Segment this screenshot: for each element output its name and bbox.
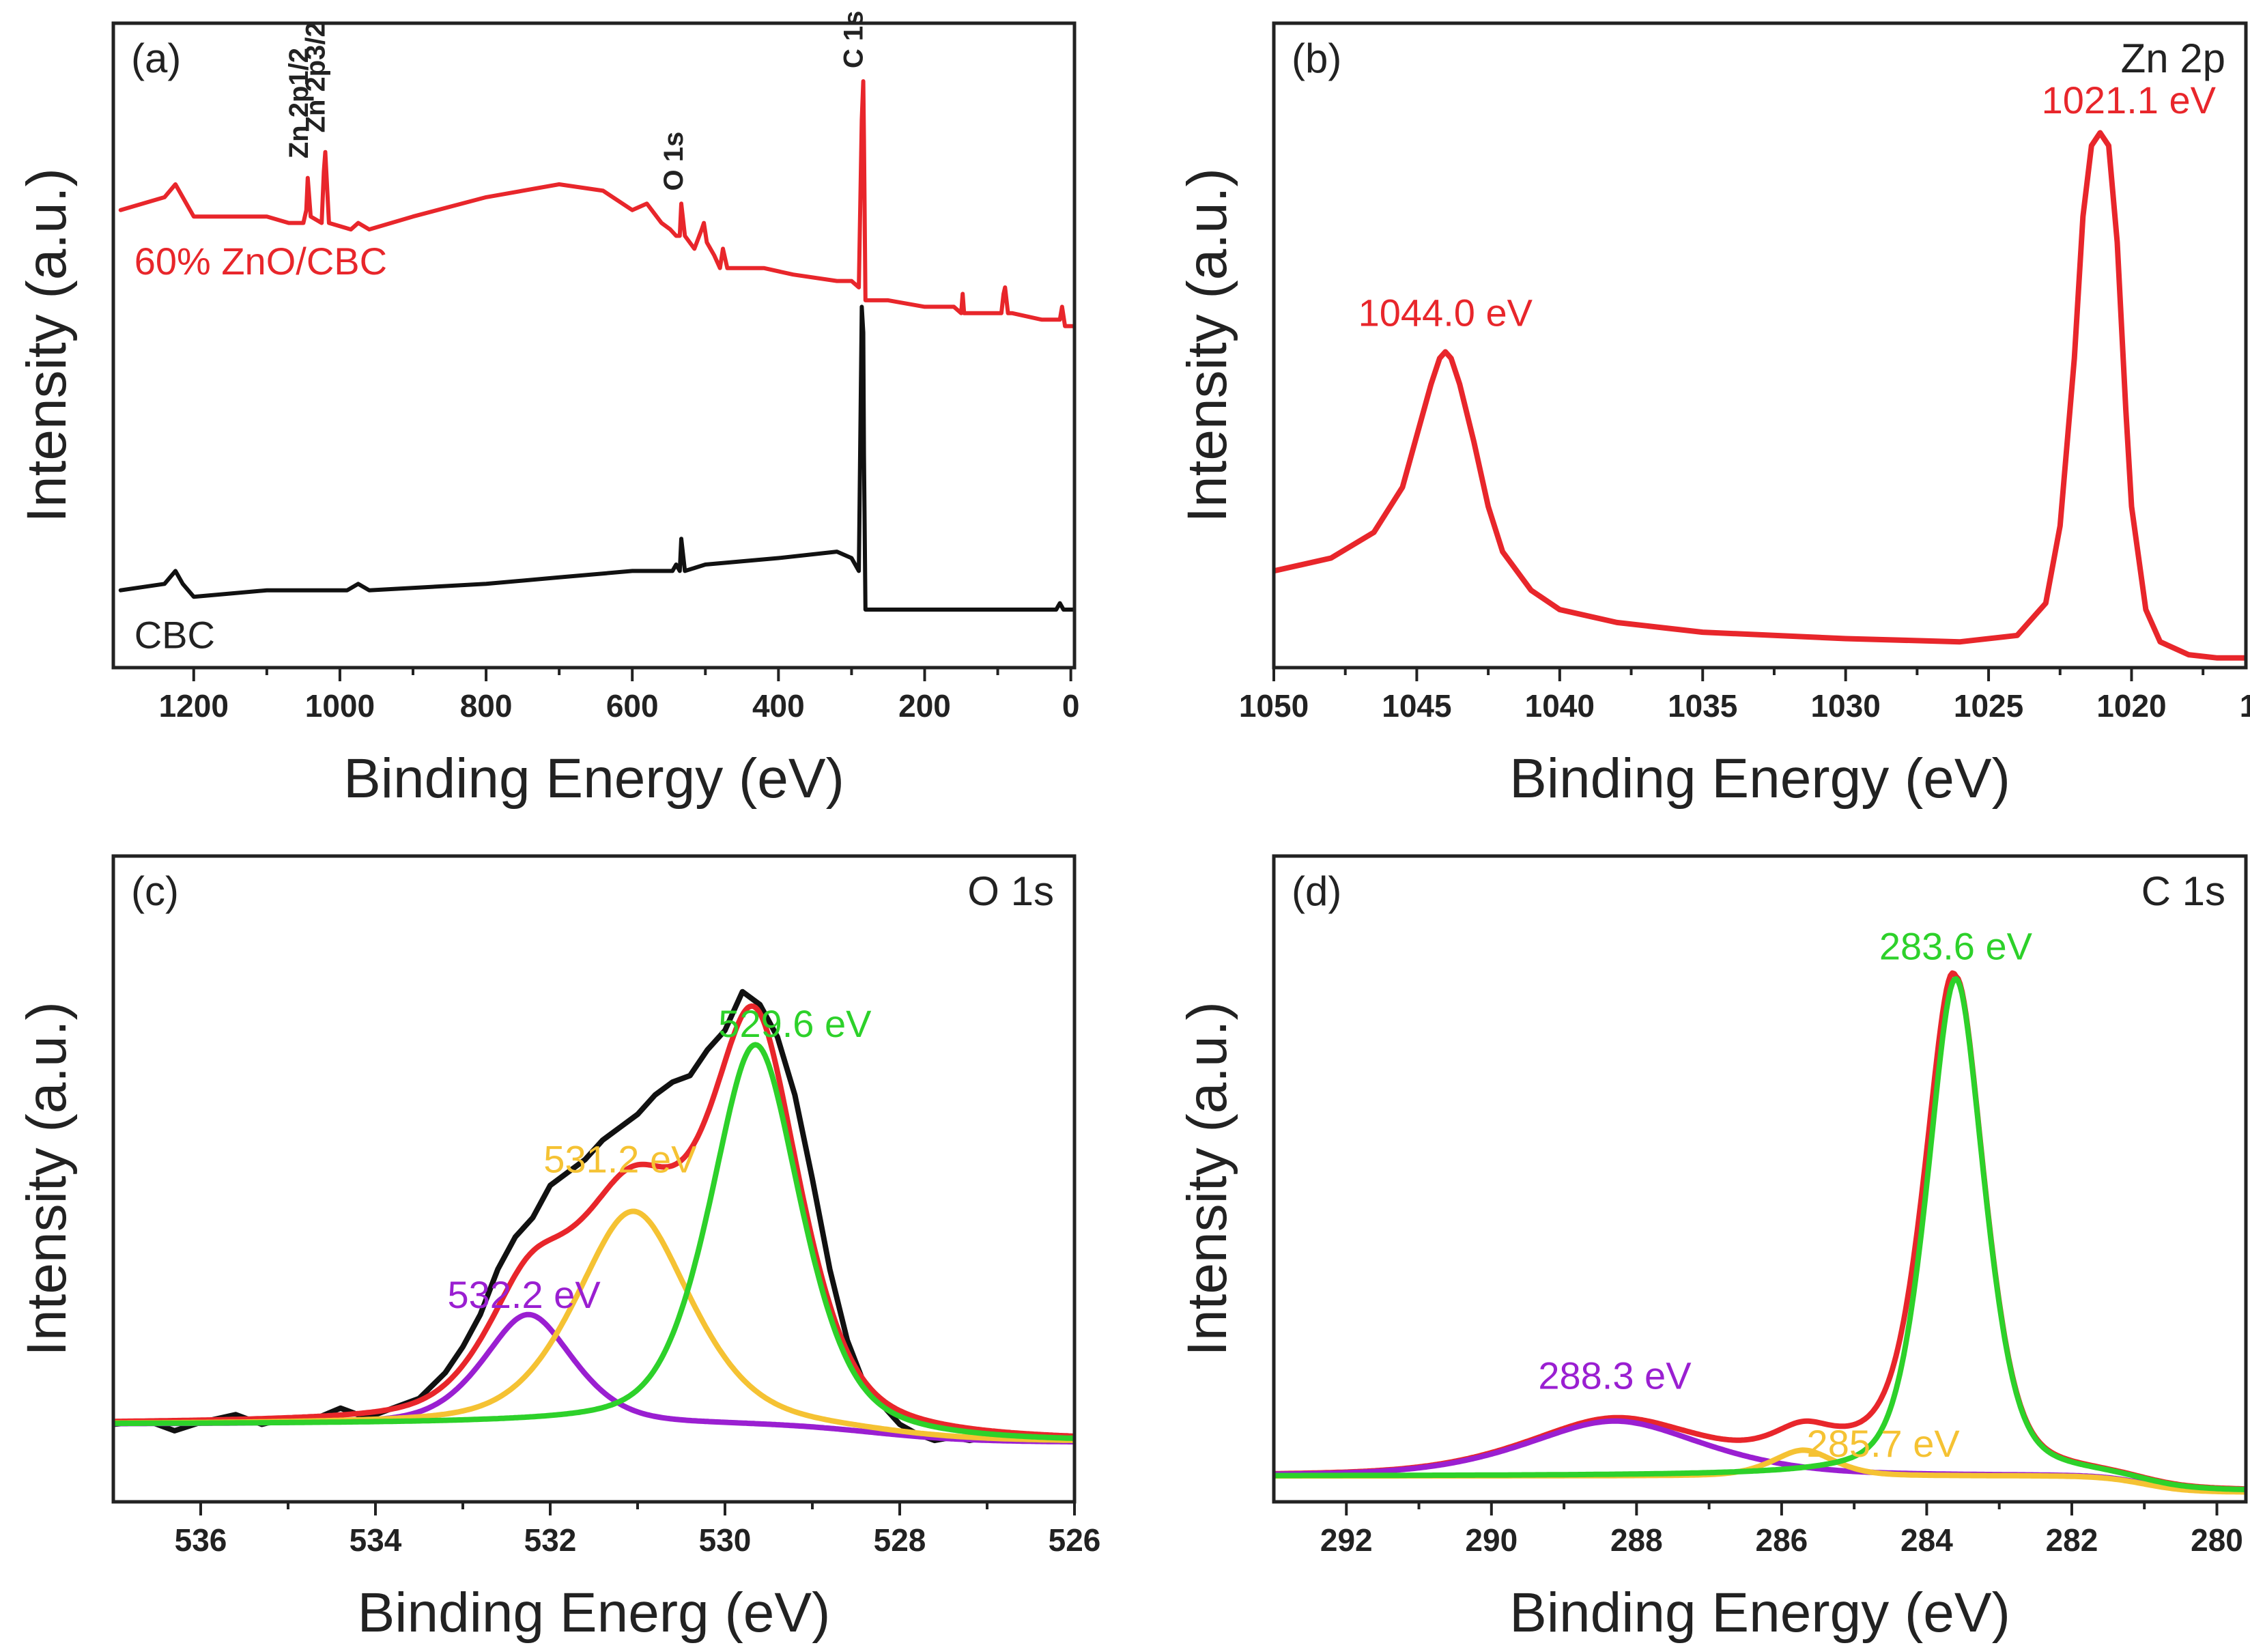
plot-area-a [118,79,1074,612]
peak-annotation-d-0: 283.6 eV [1879,924,2033,967]
axes-frame-b [1272,21,2248,670]
x-tick-label-c-3: 530 [699,1522,752,1558]
x-tick-label-c-5: 526 [1049,1522,1101,1558]
x-tick-label-b-6: 1020 [2096,688,2166,724]
peak-annotation-a-1: Zn 2p3/2 [300,22,330,132]
panel-title-c: O 1s [967,868,1054,914]
x-tick-label-a-2: 800 [460,688,513,724]
series-label-a-0: 60% ZnO/CBC [134,240,387,283]
x-tick-label-b-2: 1040 [1525,688,1595,724]
peak-annotation-c-2: 532.2 eV [447,1273,601,1316]
axes-frame-d [1272,854,2248,1504]
x-tick-label-a-3: 600 [606,688,659,724]
x-tick-label-c-1: 534 [350,1522,402,1558]
y-axis-label-c: Intensity (a.u.) [16,1001,78,1356]
panel-tag-c: (c) [131,868,179,914]
axes-frame-c [111,854,1077,1504]
series-line-d-0 [1274,970,2246,1492]
x-tick-label-c-4: 528 [874,1522,926,1558]
peak-annotation-c-0: 529.6 eV [718,1002,872,1045]
panel-c: 536 534 532 530 528 526 Binding Energ (eV) Inte… [16,854,1101,1644]
x-tick-label-d-0: 292 [1320,1522,1373,1558]
panel-tag-b: (b) [1292,35,1341,81]
x-tick-label-d-5: 282 [2046,1522,2098,1558]
panel-a: 60% ZnO/CBC CBC 1200 1000 800 600 400 200 0 Bindi… [16,11,1079,810]
peak-annotation-b-1: 1021.1 eV [2042,79,2217,122]
x-axis-label-a: Binding Energy (eV) [343,747,844,810]
panel-title-d: C 1s [2141,868,2225,914]
plot-area-d [1274,970,2246,1495]
panel-d: 292 290 288 286 284 282 280 Binding Energy (eV)… [1176,854,2248,1644]
x-tick-label-d-6: 280 [2191,1522,2243,1558]
y-axis-label-d: Intensity (a.u.) [1176,1001,1238,1356]
x-tick-label-b-3: 1035 [1668,688,1737,724]
x-tick-label-a-4: 400 [752,688,805,724]
peak-annotation-c-1: 531.2 eV [543,1138,697,1181]
y-axis-label-b: Intensity (a.u.) [1176,168,1238,523]
x-tick-label-c-0: 536 [175,1522,227,1558]
series-line-a-0 [118,79,1074,328]
series-line-a-1 [118,304,1074,612]
series-line-c-3 [113,1208,1074,1443]
x-tick-label-b-0: 1050 [1239,688,1309,724]
peak-annotation-d-1: 288.3 eV [1538,1354,1692,1397]
peak-annotation-a-3: C 1s [838,11,868,69]
series-line-d-3 [1274,975,2246,1492]
x-tick-label-d-3: 286 [1756,1522,1808,1558]
x-tick-label-a-5: 200 [898,688,951,724]
x-tick-label-b-4: 1030 [1810,688,1880,724]
x-tick-label-a-6: 0 [1062,688,1080,724]
plot-area-b [1274,130,2246,661]
series-line-c-0 [113,988,1074,1444]
peak-annotation-a-0: Zn 2p1/2 [284,48,314,158]
series-line-c-4 [113,1042,1074,1441]
panel-tag-a: (a) [131,35,181,81]
x-tick-label-b-1: 1045 [1382,688,1451,724]
peak-annotation-d-2: 285.7 eV [1807,1422,1961,1465]
peak-annotation-b-0: 1044.0 eV [1358,291,1533,334]
y-axis-label-a: Intensity (a.u.) [16,168,78,523]
series-line-b-0 [1274,130,2246,661]
panel-b: 1050 1045 1040 1035 1030 1025 1020 1015 Binding … [1176,21,2250,810]
x-axis-label-c: Binding Energ (eV) [358,1582,831,1644]
panel-tag-d: (d) [1292,868,1341,914]
x-tick-label-b-7: 1015 [2240,688,2250,724]
x-axis-label-b: Binding Energy (eV) [1509,747,2010,810]
series-line-d-1 [1274,1418,2246,1494]
x-tick-label-a-0: 1200 [159,688,229,724]
x-tick-label-d-1: 290 [1465,1522,1518,1558]
x-tick-label-b-5: 1025 [1954,688,2023,724]
axes-frame-a [111,21,1077,670]
panel-title-b: Zn 2p [2121,35,2225,81]
x-tick-label-d-4: 284 [1900,1522,1953,1558]
plot-area-c [113,988,1074,1444]
series-line-c-1 [113,1003,1074,1439]
x-axis-label-d: Binding Energy (eV) [1509,1582,2010,1644]
x-tick-label-d-2: 288 [1610,1522,1663,1558]
peak-annotation-a-2: O 1s [659,132,689,191]
series-label-a-1: CBC [134,614,215,657]
x-tick-label-c-2: 532 [524,1522,577,1558]
x-tick-label-a-1: 1000 [305,688,375,724]
